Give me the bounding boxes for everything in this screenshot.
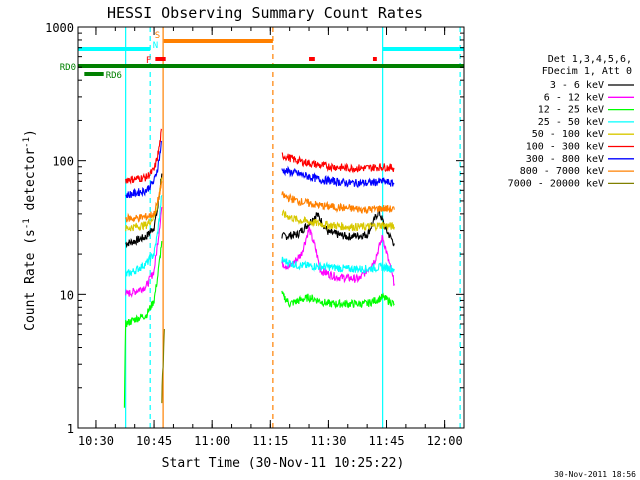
x-tick-label: 11:45 (368, 434, 404, 448)
legend-entry-label: 3 - 6 keV (550, 80, 604, 91)
x-tick-label: 10:30 (78, 434, 114, 448)
legend-entry-label: 25 - 50 keV (538, 117, 604, 128)
series-line-7-1 (281, 191, 395, 214)
x-tick-label: 11:15 (252, 434, 288, 448)
x-tick-label: 11:00 (194, 434, 230, 448)
chart-title: HESSI Observing Summary Count Rates (107, 4, 423, 22)
series-line-5-0 (125, 128, 163, 185)
y-tick-label: 10 (60, 288, 74, 302)
legend-header-line: FDecim 1, Att 0 (542, 66, 632, 77)
series-line-1-1 (281, 225, 395, 286)
y-axis-label: Count Rate (s-1 detector-1) (22, 129, 38, 331)
series-line-5-1 (281, 152, 395, 174)
series-line-7-0 (125, 181, 163, 223)
y-tick-label: 100 (52, 155, 74, 169)
series-line-2-0 (123, 241, 163, 408)
legend-entry-label: 100 - 300 keV (526, 142, 604, 153)
footer-stamp: 30-Nov-2011 18:56 (554, 470, 636, 479)
x-axis-ticks: 10:30 10:45 11:00 11:15 11:30 11:45 12:00 (78, 27, 465, 448)
series-line-2-1 (281, 290, 395, 310)
vertical-markers (125, 27, 461, 428)
y-tick-label: 1 (67, 422, 74, 436)
axes-frame (77, 26, 465, 429)
x-tick-label: 12:00 (427, 434, 463, 448)
x-axis-label: Start Time (30-Nov-11 10:25:22) (162, 456, 405, 471)
flag-label-rd6: RD6 (106, 71, 122, 81)
flag-label-n: N (153, 41, 158, 51)
plot-frame (77, 26, 465, 429)
legend-header-line: Det 1,3,4,5,6, (548, 54, 632, 65)
flag-label-f: F (146, 56, 151, 66)
series-line-0-1 (281, 208, 395, 247)
legend: Det 1,3,4,5,6,FDecim 1, Att 0 3 - 6 keV6 … (508, 54, 634, 189)
legend-entry-label: 300 - 800 keV (526, 154, 604, 165)
series-line-8-0 (161, 328, 165, 404)
legend-entry-label: 6 - 12 keV (544, 92, 604, 103)
legend-entry-label: 7000 - 20000 keV (508, 178, 604, 189)
series-line-4-0 (125, 177, 163, 232)
flag-label-rd0: RD0 (60, 63, 76, 73)
series-line-3-0 (125, 195, 163, 277)
legend-entry-label: 12 - 25 keV (538, 105, 604, 116)
series-line-3-1 (281, 256, 395, 274)
y-axis-ticks: 1 10 100 1000 (45, 21, 464, 436)
observing-flags: SNF RD0 RD6 (60, 31, 464, 81)
legend-entry-label: 800 - 7000 keV (520, 166, 604, 177)
x-tick-label: 11:30 (310, 434, 346, 448)
series-line-4-1 (281, 209, 395, 232)
flag-label-s: S (155, 31, 160, 41)
legend-entry-label: 50 - 100 keV (532, 129, 604, 140)
y-tick-label: 1000 (45, 21, 74, 35)
series-line-1-0 (125, 206, 163, 298)
series-lines (123, 128, 395, 408)
x-tick-label: 10:45 (136, 434, 172, 448)
series-line-6-1 (281, 165, 395, 188)
series-line-6-0 (125, 140, 163, 199)
